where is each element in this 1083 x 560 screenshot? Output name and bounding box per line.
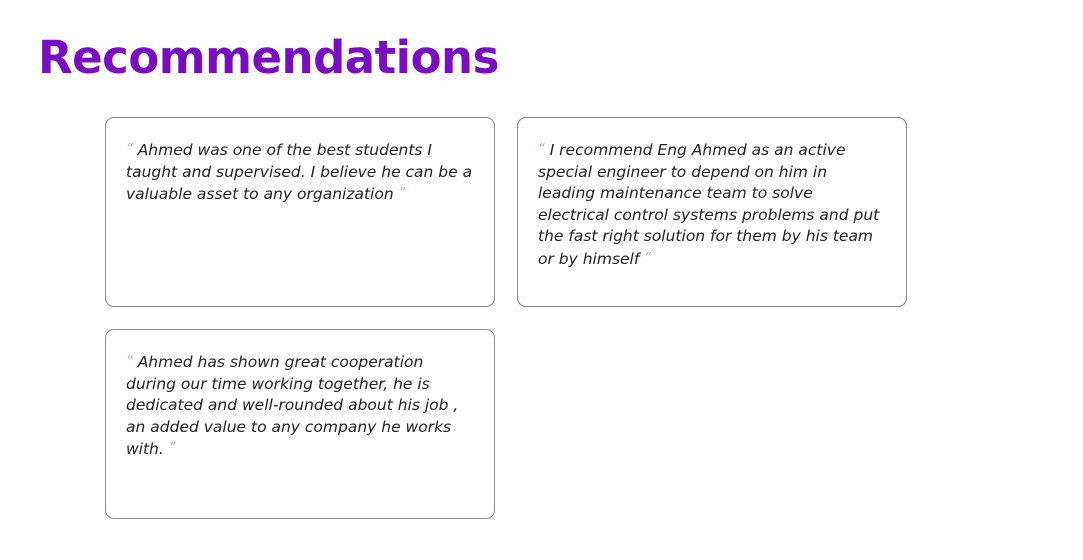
recommendation-text: I recommend Eng Ahmed as an active speci… bbox=[538, 141, 880, 268]
open-quote-icon: “ bbox=[126, 142, 133, 157]
recommendation-quote: “ Ahmed has shown great cooperation duri… bbox=[126, 351, 474, 461]
open-quote-icon: “ bbox=[538, 142, 545, 157]
recommendation-quote: “ Ahmed was one of the best students I t… bbox=[126, 139, 474, 206]
recommendation-quote: “ I recommend Eng Ahmed as an active spe… bbox=[538, 139, 886, 270]
recommendation-text: Ahmed has shown great cooperation during… bbox=[126, 353, 459, 458]
section-title: Recommendations bbox=[38, 31, 499, 84]
recommendation-card: “ Ahmed has shown great cooperation duri… bbox=[105, 329, 495, 519]
recommendation-card: “ Ahmed was one of the best students I t… bbox=[105, 117, 495, 307]
recommendation-text: Ahmed was one of the best students I tau… bbox=[126, 141, 473, 203]
open-quote-icon: “ bbox=[126, 354, 133, 369]
close-quote-icon: ” bbox=[168, 441, 176, 456]
close-quote-icon: ” bbox=[644, 250, 652, 266]
recommendation-card: “ I recommend Eng Ahmed as an active spe… bbox=[517, 117, 907, 307]
close-quote-icon: ” bbox=[398, 186, 406, 201]
